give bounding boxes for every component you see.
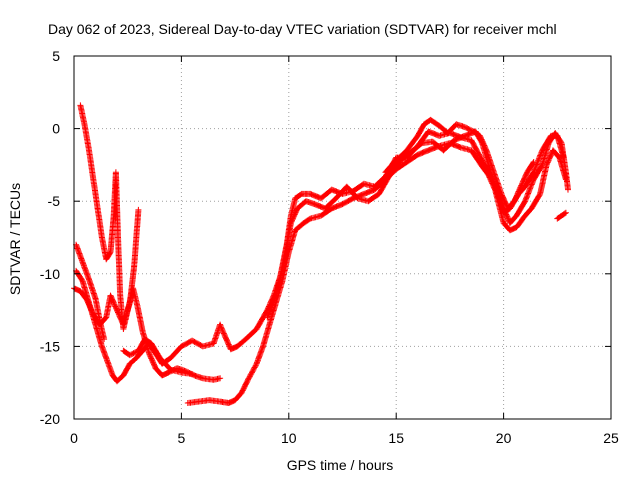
series-track-i bbox=[554, 209, 569, 222]
y-tick-label: -15 bbox=[40, 338, 60, 354]
data-marks-track-c bbox=[77, 102, 224, 383]
series-track-a bbox=[73, 241, 108, 343]
x-tick-label: 10 bbox=[281, 430, 297, 446]
y-tick-labels: -20 -15 -10 -5 0 5 bbox=[40, 48, 60, 427]
y-tick-label: 5 bbox=[52, 48, 60, 64]
chart-title: Day 062 of 2023, Sidereal Day-to-day VTE… bbox=[48, 21, 557, 37]
data-marks-track-h bbox=[382, 116, 537, 212]
x-tick-label: 20 bbox=[496, 430, 512, 446]
series-track-e bbox=[120, 336, 196, 377]
data-marks-track-f bbox=[184, 140, 569, 406]
y-tick-label: -20 bbox=[40, 411, 60, 427]
x-tick-labels: 0 5 10 15 20 25 bbox=[70, 430, 619, 446]
plot-frame bbox=[73, 55, 612, 420]
y-axis-label: SDTVAR / TECUs bbox=[7, 183, 23, 295]
series-track-c bbox=[77, 102, 224, 383]
y-tick-label: -5 bbox=[48, 193, 61, 209]
x-tick-label: 5 bbox=[178, 430, 186, 446]
series-track-d bbox=[73, 128, 571, 385]
x-tick-label: 0 bbox=[70, 430, 78, 446]
data-marks-track-e bbox=[120, 336, 196, 377]
x-axis-label: GPS time / hours bbox=[287, 457, 394, 473]
series-track-h bbox=[382, 116, 537, 212]
x-tick-label: 25 bbox=[603, 430, 619, 446]
y-tick-label: 0 bbox=[52, 121, 60, 137]
y-tick-label: -10 bbox=[40, 266, 60, 282]
data-marks-track-d bbox=[73, 128, 571, 385]
data-marks-track-i bbox=[554, 209, 569, 222]
axis-ticks bbox=[73, 55, 612, 420]
x-tick-label: 15 bbox=[388, 430, 404, 446]
data-points bbox=[71, 102, 571, 406]
data-marks-track-a bbox=[73, 241, 108, 343]
series-track-f bbox=[184, 140, 569, 406]
